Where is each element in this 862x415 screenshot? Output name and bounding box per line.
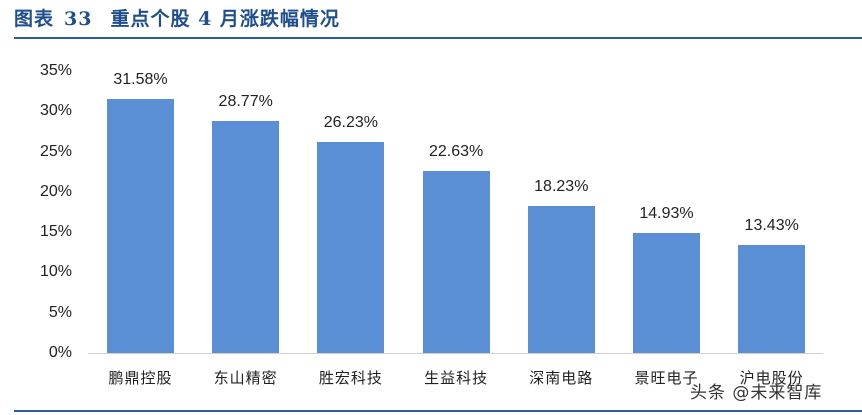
data-label: 31.58% xyxy=(113,70,168,88)
data-label: 26.23% xyxy=(323,113,379,131)
x-category-label: 深南电路 xyxy=(529,369,594,387)
x-category-label: 沪电股份 xyxy=(739,369,804,387)
x-category-label: 生益科技 xyxy=(424,369,489,387)
y-tick-label: 10% xyxy=(39,263,72,281)
chart-title: 图表 33 重点个股 4 月涨跌幅情况 xyxy=(14,4,340,34)
bar xyxy=(212,121,280,353)
data-label: 18.23% xyxy=(534,178,589,196)
figure-label: 图表 xyxy=(14,8,55,30)
figure-number: 33 xyxy=(64,8,93,30)
y-tick-label: 5% xyxy=(48,303,72,321)
x-category-label: 东山精密 xyxy=(213,369,278,387)
bar xyxy=(107,98,174,353)
bar xyxy=(422,170,490,353)
y-tick-label: 25% xyxy=(39,142,72,160)
y-tick-label: 20% xyxy=(39,182,72,200)
y-tick-label: 15% xyxy=(39,223,72,241)
y-tick-label: 35% xyxy=(39,62,72,79)
bottom-divider xyxy=(14,410,862,412)
x-category-label: 胜宏科技 xyxy=(318,369,383,387)
y-tick-label: 0% xyxy=(48,344,72,361)
bar xyxy=(738,244,806,353)
data-label: 13.43% xyxy=(744,216,799,234)
x-category-label: 景旺电子 xyxy=(634,369,699,387)
y-tick-label: 30% xyxy=(39,102,72,120)
x-axis-line xyxy=(88,353,823,354)
bar xyxy=(317,141,385,353)
title-divider xyxy=(14,37,862,39)
x-category-label: 鹏鼎控股 xyxy=(108,369,173,387)
bar xyxy=(633,232,700,353)
data-label: 14.93% xyxy=(639,204,694,222)
data-label: 22.63% xyxy=(428,142,484,160)
bar xyxy=(527,206,595,353)
watermark: 头条 @未来智库 xyxy=(690,383,823,403)
data-label: 28.77% xyxy=(218,93,273,111)
figure-title: 重点个股 4 月涨跌幅情况 xyxy=(110,8,340,30)
